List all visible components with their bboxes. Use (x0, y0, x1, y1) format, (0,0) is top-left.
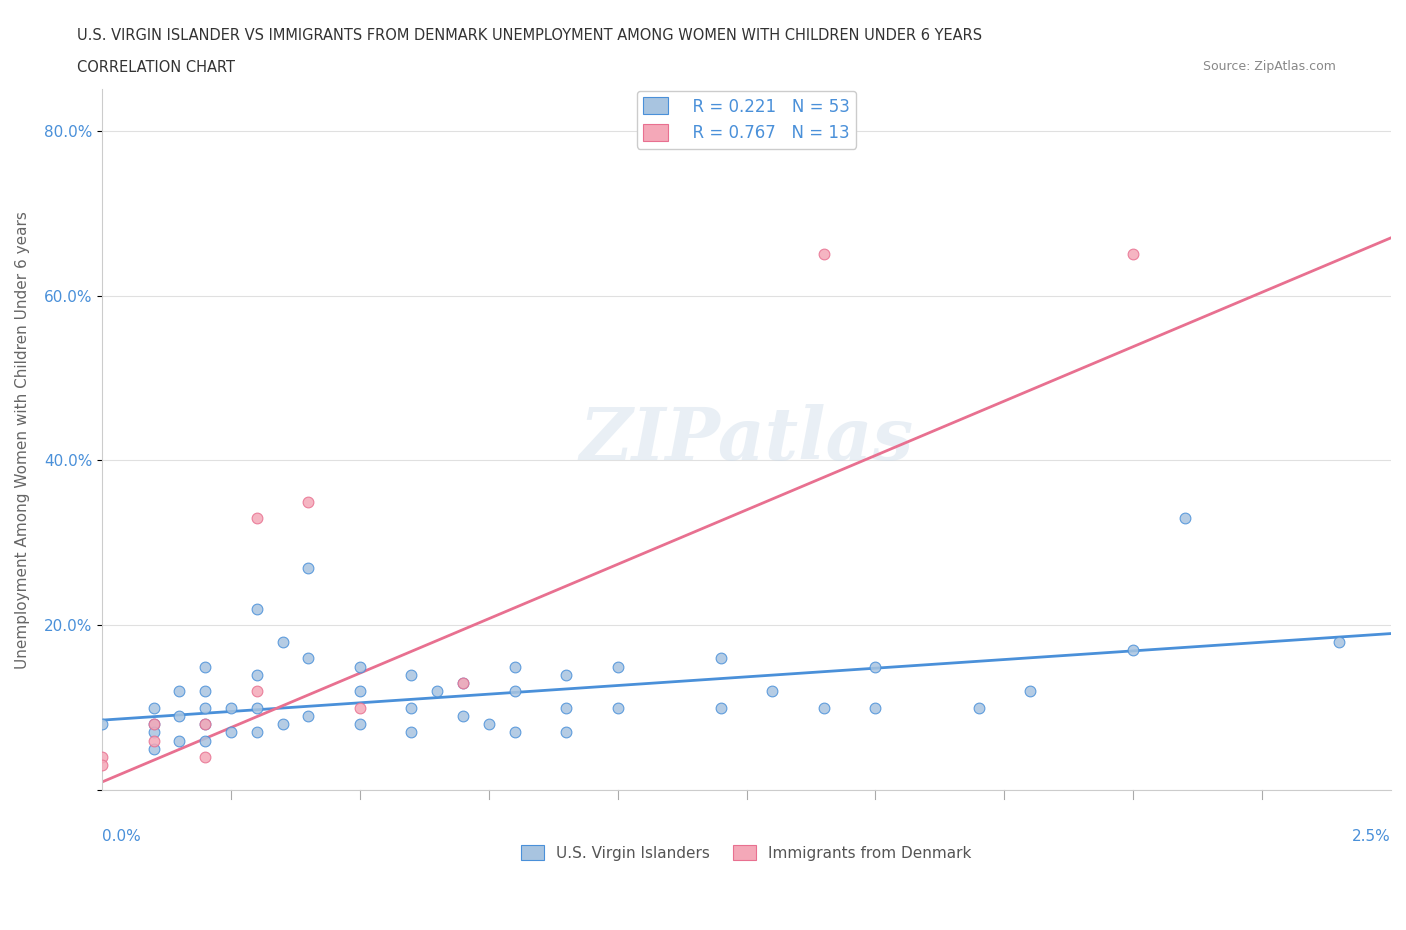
Point (297, 709, 319, 724)
Point (967, 700, 990, 715)
Point (297, 560, 319, 575)
Y-axis label: Unemployment Among Women with Children Under 6 years: Unemployment Among Women with Children U… (15, 211, 30, 669)
Point (246, 725, 269, 740)
Point (219, 725, 242, 740)
Point (606, 659, 628, 674)
Point (194, 733, 217, 748)
Point (142, 725, 165, 740)
Point (194, 717, 217, 732)
Point (813, 246, 835, 261)
Text: CORRELATION CHART: CORRELATION CHART (77, 60, 235, 75)
Point (555, 725, 578, 740)
Point (219, 700, 242, 715)
Point (91, 717, 114, 732)
Point (426, 684, 449, 698)
Text: 2.5%: 2.5% (1353, 829, 1391, 844)
Point (1019, 684, 1042, 698)
Point (246, 700, 269, 715)
Text: 0.0%: 0.0% (103, 829, 141, 844)
Point (169, 684, 191, 698)
Point (1329, 634, 1351, 649)
Point (606, 700, 628, 715)
Point (169, 709, 191, 724)
Point (194, 659, 217, 674)
Point (555, 668, 578, 683)
Legend: U.S. Virgin Islanders, Immigrants from Denmark: U.S. Virgin Islanders, Immigrants from D… (515, 839, 979, 867)
Point (194, 750, 217, 764)
Text: Source: ZipAtlas.com: Source: ZipAtlas.com (1202, 60, 1336, 73)
Point (710, 651, 733, 666)
Point (451, 709, 474, 724)
Point (271, 634, 294, 649)
Point (865, 700, 887, 715)
Point (91, 758, 114, 773)
Point (194, 717, 217, 732)
Point (349, 684, 371, 698)
Point (142, 717, 165, 732)
Point (91, 750, 114, 764)
Point (865, 659, 887, 674)
Point (297, 651, 319, 666)
Point (142, 733, 165, 748)
Point (401, 668, 423, 683)
Point (761, 684, 783, 698)
Point (401, 700, 423, 715)
Point (169, 733, 191, 748)
Point (246, 684, 269, 698)
Point (194, 684, 217, 698)
Point (194, 700, 217, 715)
Point (142, 717, 165, 732)
Point (142, 700, 165, 715)
Point (503, 725, 526, 740)
Point (401, 725, 423, 740)
Point (349, 700, 371, 715)
Point (1122, 643, 1144, 658)
Point (246, 602, 269, 617)
Text: ZIPatlas: ZIPatlas (579, 405, 914, 475)
Point (271, 717, 294, 732)
Point (503, 684, 526, 698)
Point (710, 700, 733, 715)
Point (451, 675, 474, 690)
Point (297, 494, 319, 509)
Point (349, 717, 371, 732)
Point (142, 741, 165, 756)
Point (813, 700, 835, 715)
Point (246, 511, 269, 525)
Point (555, 700, 578, 715)
Point (478, 717, 501, 732)
Point (503, 659, 526, 674)
Point (1122, 246, 1144, 261)
Point (451, 675, 474, 690)
Text: U.S. VIRGIN ISLANDER VS IMMIGRANTS FROM DENMARK UNEMPLOYMENT AMONG WOMEN WITH CH: U.S. VIRGIN ISLANDER VS IMMIGRANTS FROM … (77, 28, 983, 43)
Point (349, 659, 371, 674)
Point (246, 668, 269, 683)
Point (1174, 511, 1197, 525)
